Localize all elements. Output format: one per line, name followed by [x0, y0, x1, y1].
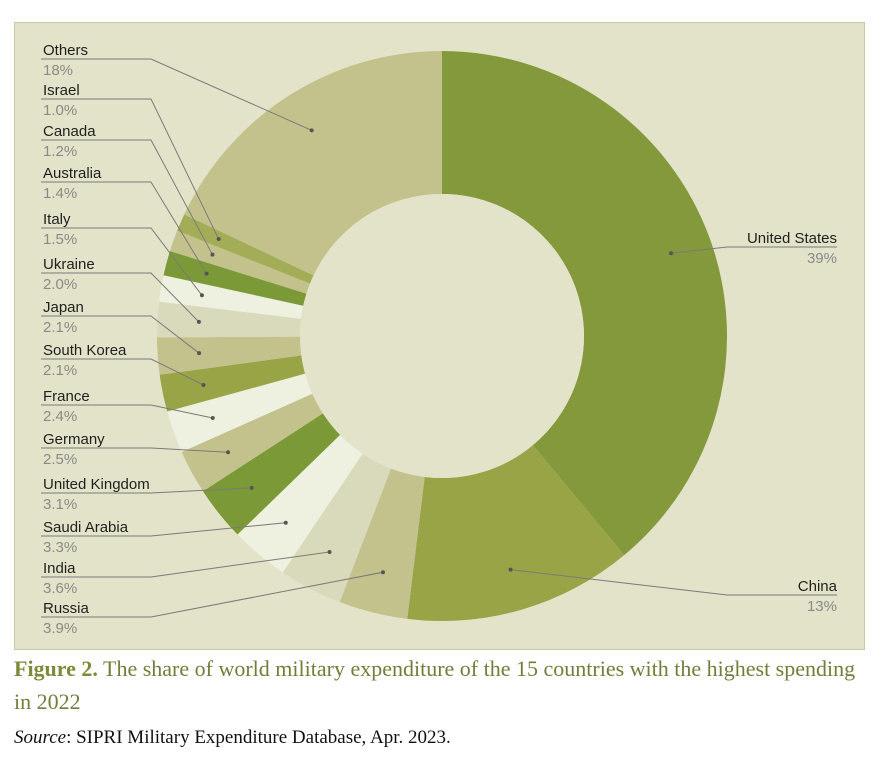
label-name-japan: Japan	[43, 299, 84, 316]
leader-line-india	[41, 551, 330, 578]
slice-canada	[169, 230, 311, 294]
leader-line-germany	[41, 447, 229, 453]
figure-caption: Figure 2. The share of world military ex…	[14, 652, 874, 718]
leader-line-saudi-arabia	[41, 522, 286, 537]
leader-line-australia	[41, 181, 208, 274]
leader-dot-india	[327, 549, 332, 554]
label-name-israel: Israel	[43, 82, 80, 99]
label-name-south-korea: South Korea	[43, 342, 127, 359]
label-name-saudi-arabia: Saudi Arabia	[43, 519, 129, 536]
source-label: Source	[14, 727, 67, 748]
leader-dot-others	[309, 128, 314, 133]
leader-dot-italy	[199, 293, 204, 298]
figure-label: Figure 2.	[14, 656, 98, 681]
leader-dot-saudi-arabia	[283, 520, 288, 525]
slice-france	[167, 373, 313, 452]
slice-israel	[177, 214, 314, 284]
labels-group: United States 39% China 13% Russia 3.9% India 3…	[43, 42, 838, 637]
leader-dot-south-korea	[201, 382, 206, 387]
label-name-united-states: United States	[747, 230, 837, 247]
leader-line-russia	[41, 571, 384, 618]
leader-line-united-states	[670, 246, 837, 254]
label-name-united-kingdom: United Kingdom	[43, 476, 150, 493]
slice-india	[282, 453, 392, 603]
label-value-australia: 1.4%	[43, 185, 77, 202]
donut-hole	[300, 194, 584, 478]
slice-united-kingdom	[202, 413, 341, 535]
label-name-india: India	[43, 560, 76, 577]
label-value-germany: 2.5%	[43, 451, 77, 468]
chart-frame: United States 39% China 13% Russia 3.9% India 3…	[14, 22, 865, 650]
slice-united-states	[442, 51, 727, 556]
leader-line-japan	[41, 315, 200, 354]
label-name-france: France	[43, 388, 90, 405]
leader-dot-germany	[226, 450, 231, 455]
label-name-italy: Italy	[43, 211, 71, 228]
label-value-italy: 1.5%	[43, 231, 77, 248]
figure-caption-text: The share of world military expenditure …	[14, 656, 856, 714]
leader-line-others	[41, 58, 312, 131]
label-name-china: China	[798, 578, 838, 595]
label-name-australia: Australia	[43, 165, 102, 182]
label-value-india: 3.6%	[43, 580, 77, 597]
leader-dot-australia	[204, 271, 209, 276]
slice-others	[184, 51, 443, 276]
leader-line-ukraine	[41, 272, 200, 323]
source-note: Source: SIPRI Military Expenditure Datab…	[14, 727, 451, 749]
donut-chart: United States 39% China 13% Russia 3.9% India 3…	[41, 42, 838, 637]
leader-line-israel	[41, 98, 220, 240]
label-value-russia: 3.9%	[43, 620, 77, 637]
slice-russia	[339, 468, 425, 619]
slice-germany	[181, 393, 323, 492]
leader-dot-ukraine	[196, 319, 201, 324]
slice-ukraine	[157, 301, 302, 338]
label-name-canada: Canada	[43, 123, 96, 140]
label-value-united-states: 39%	[807, 250, 837, 267]
leader-dot-russia	[380, 570, 385, 575]
leader-dot-japan	[197, 351, 202, 356]
label-value-others: 18%	[43, 62, 73, 79]
slices-group	[157, 51, 727, 621]
leader-dot-china	[508, 567, 513, 572]
leader-line-canada	[41, 139, 213, 255]
slice-south-korea	[159, 355, 306, 412]
label-value-united-kingdom: 3.1%	[43, 496, 77, 513]
label-name-ukraine: Ukraine	[43, 256, 95, 273]
leader-dot-canada	[210, 252, 215, 257]
label-value-saudi-arabia: 3.3%	[43, 539, 77, 556]
slice-australia	[163, 250, 307, 306]
source-text: : SIPRI Military Expenditure Database, A…	[66, 727, 451, 748]
leader-lines-group	[41, 58, 837, 618]
leader-dot-united-states	[669, 251, 674, 256]
label-value-south-korea: 2.1%	[43, 362, 77, 379]
leader-line-united-kingdom	[41, 487, 252, 494]
label-name-russia: Russia	[43, 600, 90, 617]
slice-saudi-arabia	[237, 434, 363, 573]
leader-dot-france	[210, 416, 215, 421]
label-value-ukraine: 2.0%	[43, 276, 77, 293]
label-value-japan: 2.1%	[43, 319, 77, 336]
leader-line-france	[41, 404, 213, 419]
leader-line-china	[510, 569, 837, 596]
slice-japan	[157, 336, 302, 375]
label-value-canada: 1.2%	[43, 143, 77, 160]
label-name-others: Others	[43, 42, 88, 59]
label-name-germany: Germany	[43, 431, 105, 448]
label-value-china: 13%	[807, 598, 837, 615]
label-value-israel: 1.0%	[43, 102, 77, 119]
leader-line-italy	[41, 227, 203, 296]
leader-line-south-korea	[41, 358, 204, 386]
label-value-france: 2.4%	[43, 408, 77, 425]
leader-dot-united-kingdom	[249, 485, 254, 490]
leader-dot-israel	[216, 237, 221, 242]
